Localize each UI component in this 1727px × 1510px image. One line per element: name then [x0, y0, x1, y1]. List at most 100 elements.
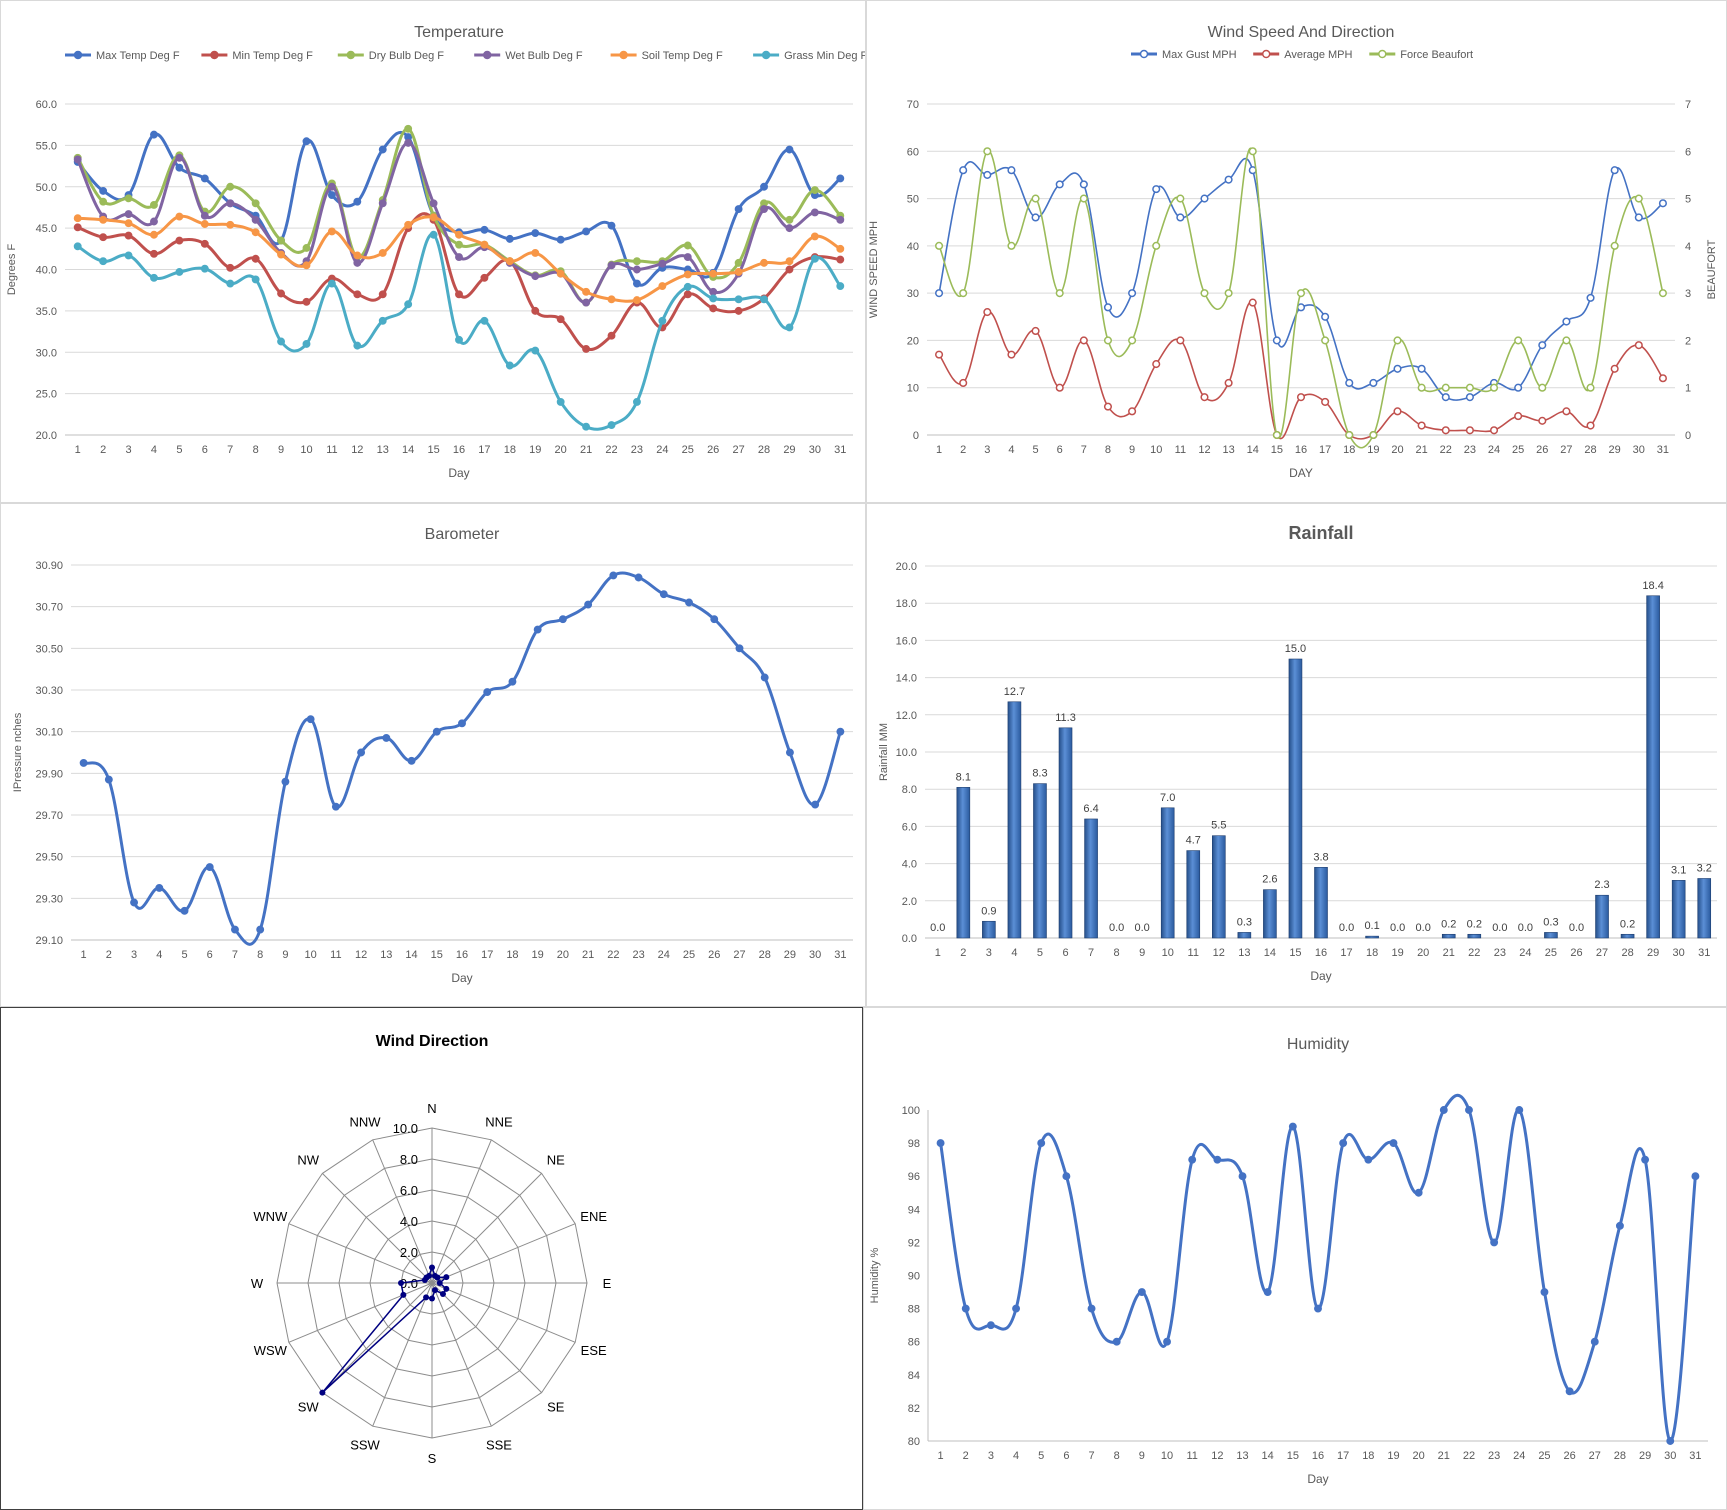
data-point	[959, 166, 968, 175]
data-point	[150, 130, 158, 139]
x-tick-label: 12	[1213, 947, 1225, 959]
y-tick-label: 20.0	[896, 561, 917, 573]
y-right-tick-label: 0	[1685, 430, 1691, 442]
data-point	[407, 756, 416, 765]
data-point	[455, 335, 463, 344]
data-point	[302, 261, 311, 270]
bar-value-label: 0.0	[1416, 922, 1431, 934]
data-point	[1296, 289, 1306, 298]
data-point	[607, 295, 616, 304]
barometer-chart: Barometer 29.10 29.30 29.50 29.70 29.90 30.10 3…	[12, 526, 853, 985]
data-point	[226, 182, 235, 191]
data-point	[1538, 416, 1547, 425]
data-point	[959, 378, 968, 388]
data-point	[785, 224, 794, 233]
x-tick-label: 23	[1494, 947, 1506, 959]
data-point	[200, 174, 209, 183]
data-point	[302, 137, 311, 146]
legend-marker	[619, 50, 628, 60]
x-tick-label: 14	[1262, 1450, 1274, 1462]
data-point	[226, 199, 235, 208]
legend-marker	[761, 50, 771, 60]
data-point	[935, 350, 944, 359]
data-point	[836, 255, 845, 264]
data-point	[1248, 147, 1257, 156]
x-tick-label: 29	[1647, 947, 1659, 959]
data-point	[1417, 383, 1426, 392]
data-point	[277, 250, 286, 259]
series-line	[938, 301, 1664, 440]
bar-value-label: 0.2	[1620, 918, 1635, 930]
bar-value-label: 2.6	[1262, 874, 1277, 886]
data-point	[785, 215, 794, 224]
x-tick-label: 21	[1416, 444, 1428, 456]
x-tick-label: 22	[1463, 1450, 1475, 1462]
data-point	[1163, 1337, 1171, 1346]
data-point	[785, 748, 794, 757]
data-point	[1439, 1106, 1448, 1114]
x-tick-label: 21	[1443, 947, 1455, 959]
data-point	[1152, 360, 1161, 369]
legend-marker	[482, 50, 492, 60]
data-point	[1538, 383, 1547, 392]
data-point	[436, 1280, 443, 1286]
bar	[1263, 889, 1277, 939]
y-tick-label: 30	[907, 288, 919, 300]
data-point	[1634, 341, 1643, 350]
chart-title: Wind Speed And Direction	[1208, 24, 1395, 41]
data-point	[404, 220, 413, 229]
data-point	[1296, 393, 1306, 402]
data-point	[104, 775, 113, 784]
data-point	[531, 306, 540, 315]
data-point	[429, 199, 438, 208]
data-point	[480, 240, 489, 249]
direction-label: NNE	[485, 1114, 513, 1129]
data-point	[1489, 383, 1499, 392]
radar-spoke	[288, 1223, 433, 1284]
data-point	[1272, 430, 1281, 440]
data-point	[531, 272, 540, 281]
data-point	[1691, 1172, 1700, 1181]
data-point	[226, 263, 235, 272]
x-tick-label: 28	[1621, 947, 1633, 959]
y-tick-label: 60	[907, 146, 919, 158]
x-tick-label: 12	[1198, 444, 1210, 456]
x-tick-label: 26	[708, 949, 720, 961]
data-point	[1248, 298, 1257, 307]
y-right-tick-label: 2	[1685, 335, 1691, 347]
y-tick-label: 55.0	[36, 140, 57, 152]
data-point	[983, 308, 992, 317]
data-point	[378, 199, 387, 208]
data-point	[1200, 393, 1209, 402]
data-point	[1441, 393, 1450, 402]
x-axis-title: DAY	[1289, 466, 1313, 480]
bar-value-label: 0.2	[1441, 918, 1456, 930]
bar	[1212, 835, 1226, 939]
data-point	[155, 883, 164, 892]
data-point	[200, 220, 209, 228]
x-tick-label: 9	[1129, 444, 1135, 456]
y-tick-label: 98	[908, 1138, 920, 1150]
x-tick-label: 21	[580, 444, 592, 456]
data-point	[1586, 421, 1595, 430]
data-point	[683, 282, 692, 291]
data-point	[99, 197, 108, 206]
data-point	[124, 194, 133, 203]
data-point	[73, 242, 82, 251]
data-point	[760, 205, 768, 214]
data-point	[1369, 378, 1378, 388]
data-point	[760, 182, 768, 191]
data-point	[760, 673, 769, 682]
x-tick-label: 2	[960, 947, 966, 959]
data-point	[1103, 303, 1113, 312]
bar	[1365, 935, 1379, 939]
x-tick-label: 29	[1639, 1450, 1651, 1462]
x-tick-label: 11	[1186, 1450, 1197, 1462]
data-point	[251, 254, 260, 263]
direction-label: S	[428, 1451, 437, 1466]
data-point	[810, 254, 819, 263]
data-point	[582, 298, 591, 307]
y-tick-label: 86	[908, 1337, 920, 1349]
data-point	[1112, 1337, 1121, 1346]
